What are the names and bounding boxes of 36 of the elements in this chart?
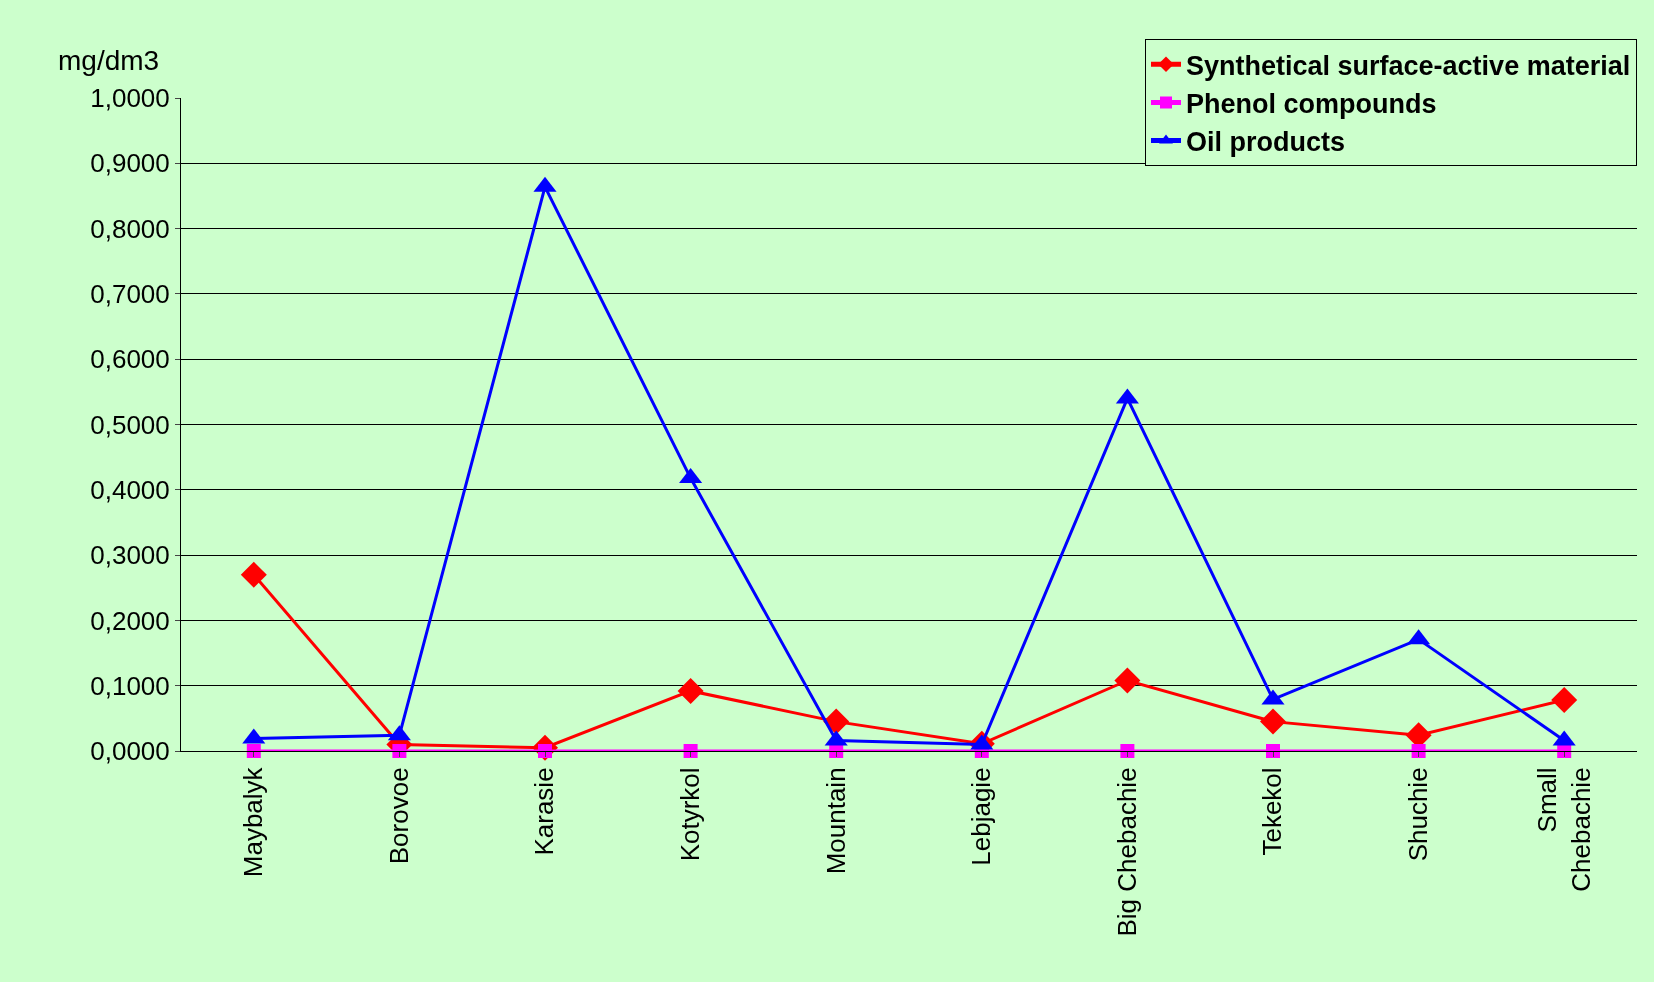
point	[1120, 744, 1135, 758]
y-tick-label: 0,6000	[90, 344, 170, 375]
y-tick-label: 1,0000	[90, 83, 170, 114]
x-tick-label: Lebjagie	[966, 767, 997, 866]
y-axis-title: mg/dm3	[58, 45, 160, 76]
point	[246, 744, 261, 758]
point	[1260, 708, 1286, 735]
point	[392, 744, 407, 758]
point	[1551, 687, 1578, 714]
y-tick-label: 0,7000	[90, 279, 170, 309]
x-tick-label: Tekekol	[1257, 767, 1288, 856]
legend-label: Phenol compounds	[1186, 88, 1437, 119]
x-tick-label: Mountain	[820, 767, 851, 875]
point	[683, 744, 698, 758]
point	[1114, 667, 1141, 694]
point	[1411, 744, 1426, 758]
x-tick-label: Kotyrkol	[675, 767, 706, 862]
x-tick-label: Shuchie	[1403, 767, 1434, 862]
point	[677, 677, 704, 704]
y-tick-label: 0,3000	[90, 540, 170, 571]
x-tick-label: Borovoe	[383, 767, 414, 865]
x-tick-label: Small Chebachie	[1531, 767, 1596, 892]
legend-label: Oil products	[1186, 127, 1346, 158]
x-tick-label: Big Chebachie	[1111, 767, 1142, 937]
y-tick-label: 0,9000	[90, 148, 170, 179]
y-tick-label: 0,2000	[90, 605, 170, 636]
point	[240, 561, 267, 588]
x-tick-label: Maybalyk	[238, 766, 269, 878]
y-tick-label: 0,4000	[90, 474, 170, 505]
y-tick-label: 0,0000	[90, 736, 170, 767]
x-tick-label: Karasie	[529, 767, 560, 856]
y-tick-label: 0,8000	[90, 213, 170, 244]
y-tick-label: 0,1000	[90, 670, 170, 701]
legend-label: Synthetical surface-active material	[1186, 50, 1631, 81]
point	[1266, 744, 1280, 758]
y-tick-label: 0,5000	[90, 409, 170, 440]
